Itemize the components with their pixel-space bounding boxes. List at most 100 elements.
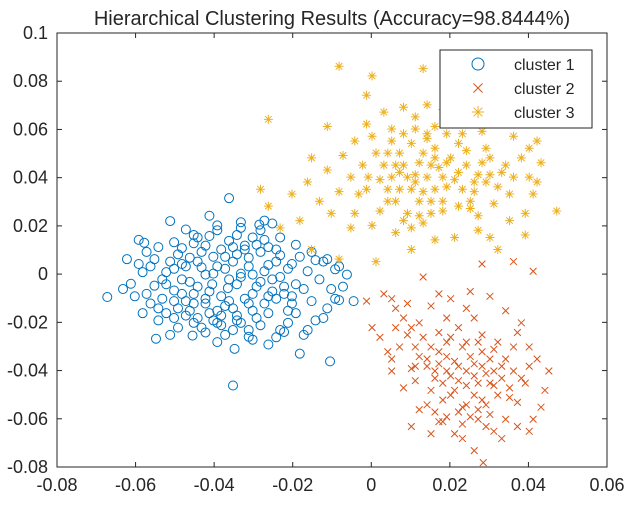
data-point [387,136,397,146]
data-point [362,119,372,129]
data-point [212,220,223,231]
data-point [367,220,377,230]
data-point [303,177,313,187]
data-point [125,278,136,289]
data-point [362,90,372,100]
data-point [367,131,377,141]
data-point [406,223,416,233]
data-point [207,279,218,290]
data-point [153,315,164,326]
data-point [346,172,356,182]
data-point [490,367,498,375]
data-point [442,158,452,168]
data-point [399,160,408,170]
data-point [426,208,436,218]
data-point [438,206,448,216]
data-point [532,177,542,187]
data-point [298,284,309,295]
data-point [387,294,396,303]
data-point [501,160,511,170]
data-point [454,167,463,177]
data-point [395,343,404,351]
y-tick-label: 0.02 [13,216,48,236]
data-point [536,158,546,168]
data-point [263,201,273,211]
data-point [486,292,494,301]
data-point [439,396,447,404]
data-point [275,223,285,233]
data-point [513,422,522,431]
data-point [271,293,282,304]
data-point [474,415,482,423]
data-point [490,345,498,354]
data-point [161,279,172,290]
data-point [423,355,431,363]
data-point [462,381,471,390]
data-point [486,379,494,387]
data-point [263,339,274,350]
data-point [466,352,475,361]
data-point [513,328,522,337]
data-point [379,160,389,170]
data-point [169,312,180,323]
data-point [383,196,393,206]
data-point [422,129,432,139]
data-point [442,314,451,322]
data-point [478,396,486,404]
data-point [411,343,420,351]
data-point [137,267,148,278]
data-point [350,136,360,146]
data-point [423,362,431,370]
data-point [406,245,416,255]
data-point [446,294,455,303]
chart-title: Hierarchical Clustering Results (Accurac… [94,8,570,30]
data-point [216,310,227,321]
data-point [418,218,428,228]
data-point [423,401,431,409]
data-point [465,204,475,214]
data-point [200,269,211,280]
data-point [481,177,491,187]
data-point [387,172,397,182]
x-tick-label: -0.02 [272,475,313,495]
data-point [137,308,148,319]
data-point [513,398,522,407]
data-point [419,273,427,281]
data-point [157,293,168,304]
data-point [533,355,541,363]
data-point [450,386,459,395]
data-point [494,338,502,346]
data-point [375,206,385,216]
series-1 [102,193,359,391]
data-point [149,280,160,291]
data-point [479,458,487,467]
data-point [415,319,423,327]
data-point [176,288,187,299]
data-point [286,258,297,269]
data-point [505,189,515,199]
data-point [239,244,250,255]
data-point [161,308,172,319]
data-point [395,184,405,194]
data-point [438,172,448,182]
data-point [410,170,420,180]
data-point [446,333,455,342]
data-point [439,379,447,387]
data-point [294,348,305,359]
data-point [263,308,274,319]
data-point [212,337,223,348]
data-point [188,317,199,328]
y-tick-label: -0.04 [7,361,48,381]
data-point [439,417,447,426]
data-point [334,61,344,71]
data-point [271,256,282,267]
data-point [208,268,219,279]
data-point [383,184,393,194]
data-point [435,290,443,298]
data-point [290,308,301,319]
data-point [407,323,416,332]
data-point [426,196,436,206]
data-point [466,287,475,296]
data-point [263,114,273,124]
data-point [341,269,352,280]
